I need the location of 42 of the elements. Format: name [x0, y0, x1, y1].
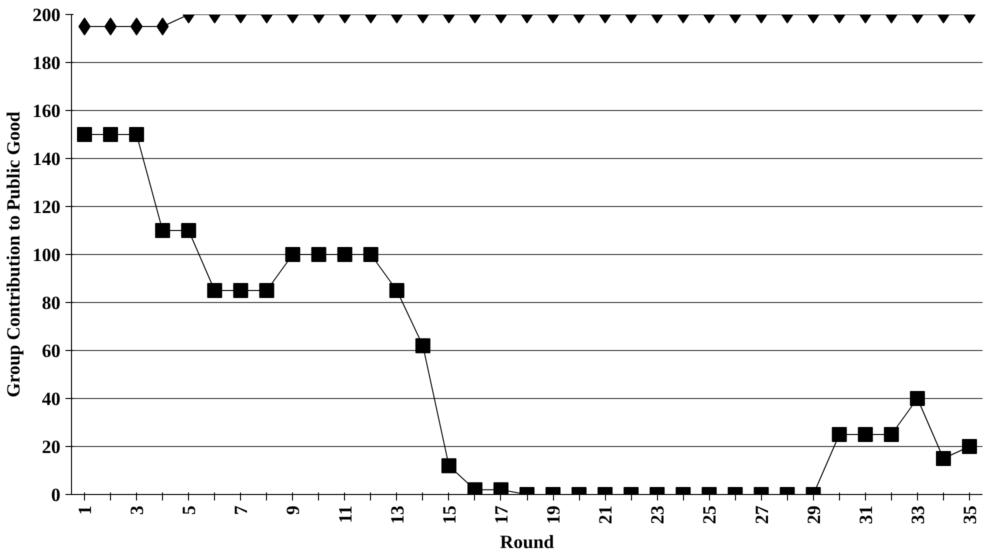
y-tick-label: 100 [32, 245, 60, 266]
y-tick-label: 120 [32, 197, 60, 218]
y-tick-label: 140 [32, 149, 60, 170]
x-tick-label: 23 [648, 506, 669, 524]
x-tick-label: 17 [491, 506, 512, 524]
point [233, 283, 248, 298]
x-tick-label: 9 [283, 506, 304, 515]
y-tick-label: 180 [32, 53, 60, 74]
y-tick-label: 40 [42, 389, 60, 410]
y-tick-label: 60 [42, 341, 60, 362]
point [207, 283, 222, 298]
x-tick-label: 1 [75, 506, 96, 515]
x-tick-label: 27 [752, 506, 773, 524]
point [337, 247, 352, 262]
y-tick-label: 0 [51, 485, 60, 506]
point [259, 283, 274, 298]
point [285, 247, 300, 262]
x-tick-label: 29 [804, 506, 825, 524]
x-tick-label: 33 [908, 506, 929, 524]
x-tick-label: 5 [179, 506, 200, 515]
point [181, 223, 196, 238]
x-tick-label: 35 [960, 506, 981, 524]
y-tick-label: 200 [32, 5, 60, 26]
x-tick-label: 15 [439, 506, 460, 524]
y-tick-label: 20 [42, 437, 60, 458]
x-tick-label: 3 [127, 506, 148, 515]
point [311, 247, 326, 262]
point [363, 247, 378, 262]
x-tick-label: 25 [700, 506, 721, 524]
point [389, 283, 404, 298]
y-tick-label: 80 [42, 293, 60, 314]
point [155, 223, 170, 238]
x-tick-label: 7 [231, 506, 252, 515]
x-tick-label: 21 [596, 506, 617, 524]
x-tick-label: 11 [335, 505, 356, 524]
y-tick-label: 160 [32, 101, 60, 122]
x-axis-title: Round [500, 532, 555, 554]
x-tick-label: 19 [544, 506, 565, 524]
y-axis-title: Group Contribution to Public Good [4, 110, 25, 398]
x-tick-label: 31 [856, 506, 877, 524]
x-tick-label: 13 [387, 506, 408, 524]
point [415, 338, 430, 354]
